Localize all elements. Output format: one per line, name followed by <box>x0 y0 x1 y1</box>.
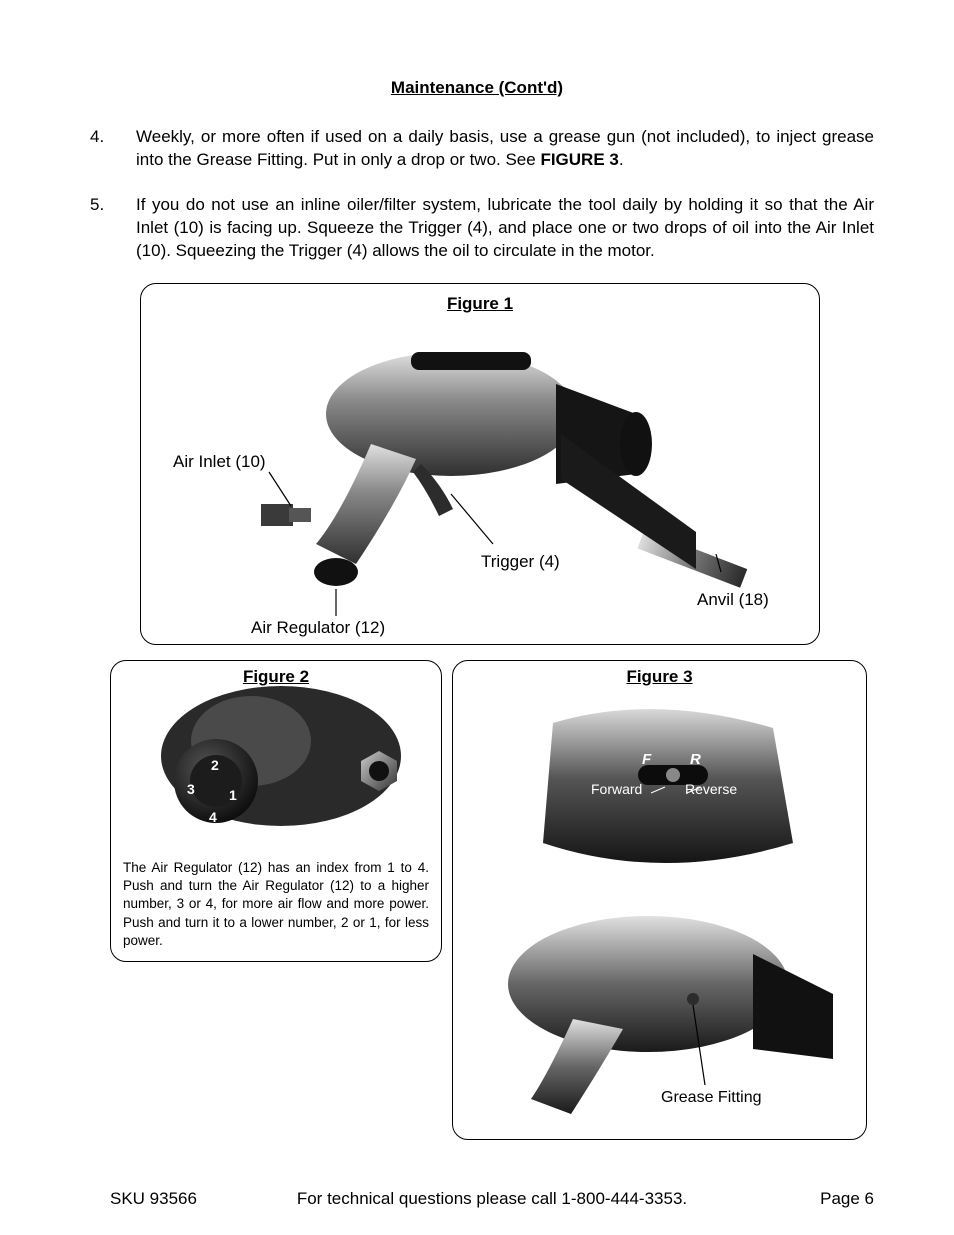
text-part: If you do not use an inline oiler/filter… <box>136 195 874 260</box>
text-part: Weekly, or more often if used on a daily… <box>136 127 874 169</box>
list-body: If you do not use an inline oiler/filter… <box>136 194 874 263</box>
figure-2-box: Figure 2 1 2 3 4 <box>110 660 442 962</box>
list-item-4: 4. Weekly, or more often if used on a da… <box>80 126 874 172</box>
section-title: Maintenance (Cont'd) <box>80 78 874 98</box>
knob-number-3: 3 <box>187 781 195 797</box>
list-item-5: 5. If you do not use an inline oiler/fil… <box>80 194 874 263</box>
text-bold: FIGURE 3 <box>540 150 618 169</box>
knob-number-1: 1 <box>229 787 237 803</box>
footer-page: Page 6 <box>820 1189 874 1209</box>
label-grease-fitting: Grease Fitting <box>661 1089 761 1107</box>
footer-support: For technical questions please call 1-80… <box>110 1189 874 1209</box>
list-body: Weekly, or more often if used on a daily… <box>136 126 874 172</box>
list-number: 4. <box>80 126 136 172</box>
text-part: . <box>619 150 624 169</box>
label-f: F <box>642 751 651 768</box>
fr-arrow-overlay <box>453 773 868 813</box>
label-trigger: Trigger (4) <box>481 552 560 572</box>
figure-3-box: Figure 3 F R Forward Reverse <box>452 660 867 1140</box>
knob-number-2: 2 <box>211 757 219 773</box>
figure-1-box: Figure 1 <box>140 283 820 645</box>
label-r: R <box>690 751 701 768</box>
label-air-regulator: Air Regulator (12) <box>251 618 385 638</box>
knob-number-4: 4 <box>209 809 217 825</box>
figure-2-illustration <box>111 661 443 861</box>
figure-2-caption: The Air Regulator (12) has an index from… <box>123 859 429 950</box>
list-number: 5. <box>80 194 136 263</box>
label-anvil: Anvil (18) <box>697 590 769 610</box>
label-air-inlet: Air Inlet (10) <box>173 452 266 472</box>
